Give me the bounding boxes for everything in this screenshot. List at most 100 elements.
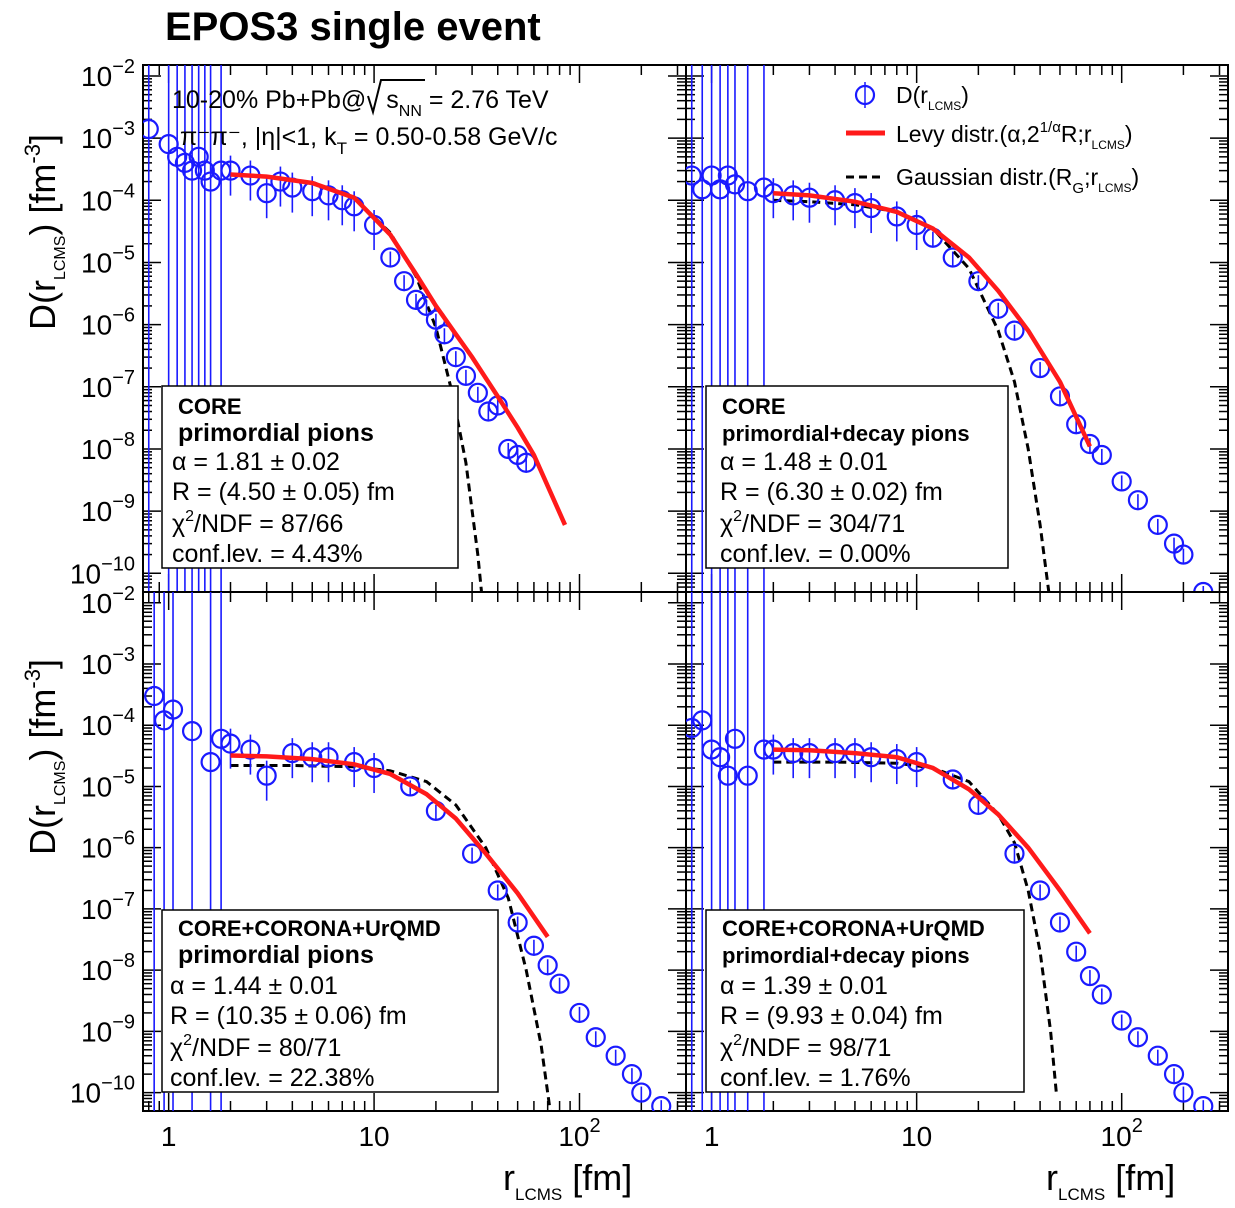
info-radius: R = (9.93 ± 0.04) fm — [720, 1002, 943, 1030]
data-point — [942, 769, 963, 790]
legend-levy-mid: R;r — [1061, 121, 1092, 147]
info-conf: conf.lev. = 0.00% — [720, 540, 911, 568]
y-tick-label: 10−10 — [70, 1073, 135, 1109]
data-point — [445, 347, 466, 368]
data-point — [507, 912, 528, 933]
svg-text:χ2/NDF = 80/71: χ2/NDF = 80/71 — [170, 1032, 341, 1062]
data-point — [783, 743, 804, 764]
info-radius: R = (10.35 ± 0.06) fm — [170, 1002, 407, 1030]
info-alpha: α = 1.81 ± 0.02 — [172, 448, 340, 476]
y-tick-label: 10−3 — [81, 118, 135, 154]
svg-text:χ2/NDF = 304/71: χ2/NDF = 304/71 — [720, 508, 905, 538]
info-chi-rest: /NDF = 304/71 — [742, 510, 905, 538]
x-axis-title-left: rLCMS [fm] — [503, 1157, 632, 1204]
data-point — [988, 298, 1009, 319]
y-tick-label: 10−2 — [81, 56, 135, 92]
levy-curve — [773, 747, 1092, 935]
y-tick-label: 10−7 — [81, 367, 135, 403]
legend-levy-sub: LCMS — [1092, 138, 1125, 152]
info-line1: CORE+CORONA+UrQMD — [722, 916, 985, 941]
info-conf: conf.lev. = 22.38% — [170, 1064, 375, 1092]
gaussian-curve — [230, 764, 552, 1111]
legend-data-label: D(r — [896, 82, 928, 108]
x-tick-label: 102 — [1101, 1115, 1143, 1152]
info-chi-sup: 2 — [183, 1032, 192, 1049]
data-point — [549, 973, 570, 994]
info-radius: R = (6.30 ± 0.02) fm — [720, 478, 943, 506]
info-chi-rest: /NDF = 87/66 — [194, 510, 343, 538]
info-alpha: α = 1.48 ± 0.01 — [720, 448, 888, 476]
y-tick-label: 10−6 — [81, 305, 135, 341]
data-point — [380, 247, 401, 268]
y-tick-label: 10−8 — [81, 429, 135, 465]
data-point — [686, 165, 702, 186]
info-alpha: α = 1.39 ± 0.01 — [720, 972, 888, 1000]
legend-gauss-mid: ;r — [1084, 164, 1098, 190]
data-point — [1079, 433, 1101, 455]
data-point — [181, 721, 203, 742]
data-point — [1193, 1096, 1214, 1111]
x-tick-label: 102 — [558, 1115, 600, 1152]
data-point — [467, 382, 488, 403]
header-sqrt-sub: NN — [399, 103, 422, 120]
info-chi: χ — [172, 510, 185, 538]
x-tick-label: 1 — [161, 1121, 177, 1152]
svg-text:D(rLCMS) [fm-3]: D(rLCMS) [fm-3] — [20, 659, 69, 855]
info-conf: conf.lev. = 4.43% — [172, 540, 363, 568]
legend: D(rLCMS) Levy distr.(α,21/αR;rLCMS) Gaus… — [846, 82, 1139, 197]
data-point — [318, 747, 339, 768]
y-axis-title-top: D(rLCMS) [fm-3] — [20, 134, 69, 330]
data-point — [631, 1082, 652, 1103]
info-chi-rest: /NDF = 98/71 — [742, 1034, 891, 1062]
legend-gauss-label: Gaussian distr.(R — [896, 164, 1072, 190]
data-point — [194, 160, 215, 181]
header-annotation: 10-20% Pb+Pb@ sNN = 2.76 TeV π⁻π⁻, |η|<1,… — [172, 79, 558, 158]
data-point — [1163, 1064, 1185, 1085]
info-box-panel-3: CORE+CORONA+UrQMD primordial pions α = 1… — [161, 909, 499, 1093]
data-point — [523, 935, 545, 956]
data-point — [737, 765, 758, 786]
header-line1: 10-20% Pb+Pb@ — [172, 86, 366, 114]
info-line2: primordial pions — [178, 941, 374, 969]
svg-text:Levy distr.(α,21/αR;rLCMS): Levy distr.(α,21/αR;rLCMS) — [896, 119, 1133, 152]
info-radius: R = (4.50 ± 0.05) fm — [172, 478, 395, 506]
svg-text:D(rLCMS): D(rLCMS) — [896, 82, 969, 113]
header-energy: = 2.76 TeV — [422, 86, 549, 114]
data-point — [220, 160, 241, 181]
data-point — [799, 743, 820, 764]
y-tick-label: 10−9 — [81, 491, 135, 527]
y-tick-label: 10−2 — [81, 583, 135, 619]
y-axis-title-bottom: D(rLCMS) [fm-3] — [20, 659, 69, 855]
data-point — [1049, 912, 1071, 933]
info-alpha: α = 1.44 ± 0.01 — [170, 972, 338, 1000]
data-point — [1004, 843, 1025, 864]
data-point — [256, 765, 277, 786]
y-tick-label: 10−3 — [81, 644, 135, 680]
x-tick-label: 1 — [704, 1121, 720, 1152]
data-point — [143, 118, 159, 140]
data-point — [256, 183, 277, 204]
data-point — [1004, 320, 1025, 341]
svg-text:Gaussian distr.(RG;rLCMS): Gaussian distr.(RG;rLCMS) — [896, 164, 1139, 197]
info-chi-sup: 2 — [185, 508, 194, 525]
data-point — [724, 728, 746, 749]
data-point — [1193, 581, 1214, 592]
data-point — [569, 1002, 590, 1024]
info-line2: primordial+decay pions — [722, 421, 970, 446]
data-point — [1091, 444, 1112, 466]
info-line2: primordial pions — [178, 419, 374, 447]
levy-curve — [230, 172, 568, 526]
info-line1: CORE — [722, 394, 786, 419]
data-point — [1111, 1010, 1132, 1031]
data-point — [200, 751, 221, 773]
data-point — [717, 765, 738, 786]
y-tick-label: 10−4 — [81, 180, 135, 216]
data-point — [585, 1027, 606, 1048]
x-tick-label: 10 — [901, 1121, 932, 1152]
legend-data-close: ) — [961, 82, 969, 108]
info-chi-sup: 2 — [733, 1032, 742, 1049]
data-point — [393, 271, 415, 292]
data-point — [1029, 880, 1051, 901]
data-point — [942, 247, 963, 268]
